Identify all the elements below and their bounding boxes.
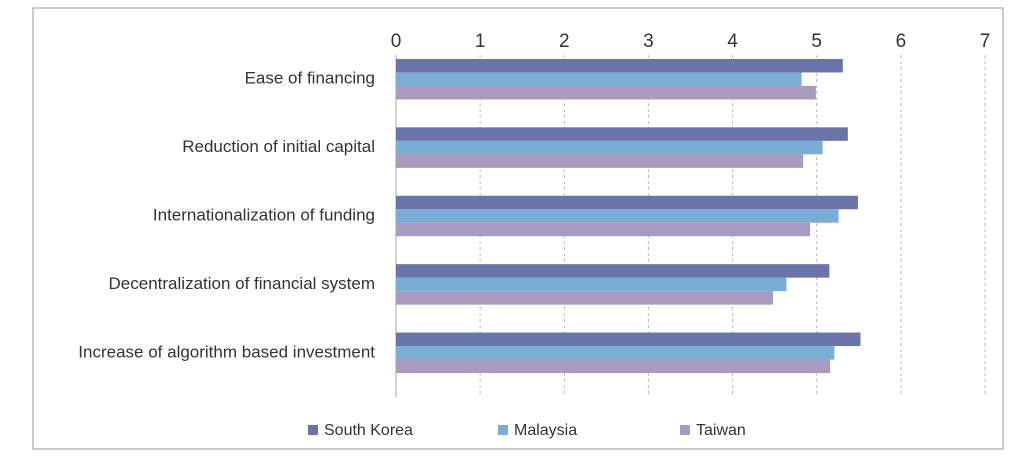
y-tick-label: Increase of algorithm based investment [78,342,375,361]
x-tick-label: 3 [643,31,654,52]
y-tick-label: Internationalization of funding [153,205,375,224]
y-tick-label: Reduction of initial capital [182,137,375,156]
x-tick-label: 6 [896,31,907,52]
x-tick-label: 7 [980,31,991,52]
bar [396,209,839,223]
bar [396,58,843,73]
legend-label: South Korea [324,422,413,439]
bar [396,127,848,141]
y-tick-label: Ease of financing [245,69,375,88]
bar [396,346,835,360]
bar [396,291,773,305]
bar [396,195,858,210]
x-tick-label: 2 [559,31,570,52]
y-tick-label: Decentralization of financial system [109,274,375,293]
bar [396,222,810,237]
x-tick-label: 1 [475,31,486,52]
bar [396,332,861,347]
x-tick-label: 4 [727,31,738,52]
x-tick-label: 5 [811,31,822,52]
legend-label: Malaysia [514,422,577,439]
legend-swatch [308,425,318,435]
bar [396,140,823,155]
legend-swatch [680,425,690,435]
legend-swatch [498,425,508,435]
bar [396,154,804,168]
bar [396,72,802,86]
bar [396,264,830,278]
legend-label: Taiwan [696,422,746,439]
bar [396,85,816,100]
bar [396,359,831,374]
bar [396,277,787,292]
x-tick-label: 0 [391,31,402,52]
